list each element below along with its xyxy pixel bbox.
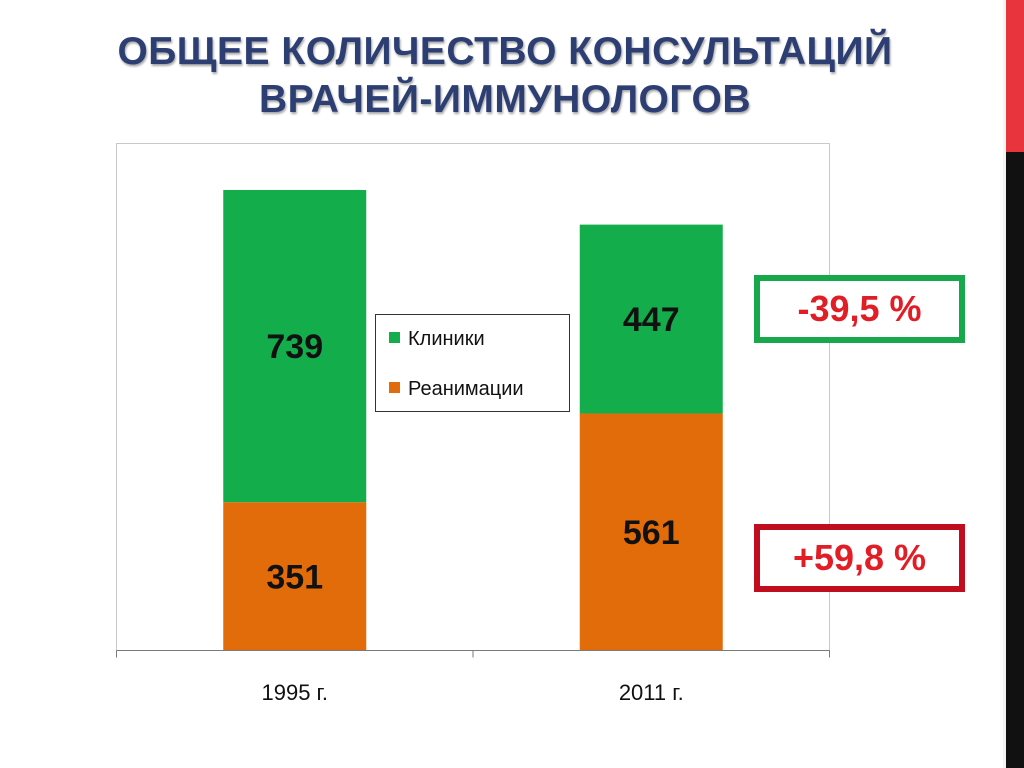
reanim-bar-1 [223,502,367,651]
bars-layer: 351 739 561 447 [223,189,723,651]
klinik-change-text: -39,5 % [797,288,922,329]
reanim-value-label-1: 351 [266,558,323,596]
slide-title-line-1: ОБЩЕЕ КОЛИЧЕСТВО КОНСУЛЬТАЦИЙ [117,30,893,73]
x-tick-label-2: 2011 г. [619,680,684,705]
side-strip-red [1006,0,1024,152]
reanim-bar-2 [579,413,723,651]
reanim-value-label-2: 561 [623,514,680,552]
slide-title-line-2: ВРАЧЕЙ-ИММУНОЛОГОВ [259,78,751,121]
klinik-bar-1 [223,189,367,503]
klinik-value-label-2: 447 [623,301,680,339]
slide-title: ОБЩЕЕ КОЛИЧЕСТВО КОНСУЛЬТАЦИЙ ВРАЧЕЙ-ИММ… [0,28,1010,124]
x-tick-label-1: 1995 г. [261,680,328,705]
reanim-change-badge: +59,8 % [754,524,965,592]
reanim-change-text: +59,8 % [792,537,927,578]
side-strip-gap [1003,0,1006,768]
legend-swatch-reanim [389,382,400,393]
side-strip-dark [1006,152,1024,768]
legend-label-reanim: Реанимации [408,378,524,400]
legend-swatch-klinik [389,332,400,343]
klinik-change-badge: -39,5 % [754,275,965,343]
legend-box [375,314,570,412]
x-axis: 1995 г. 2011 г. [116,650,830,705]
legend: Клиники Реанимации [375,314,570,412]
klinik-value-label-1: 739 [266,328,323,366]
legend-label-klinik: Клиники [408,328,485,350]
klinik-bar-2 [579,224,723,414]
